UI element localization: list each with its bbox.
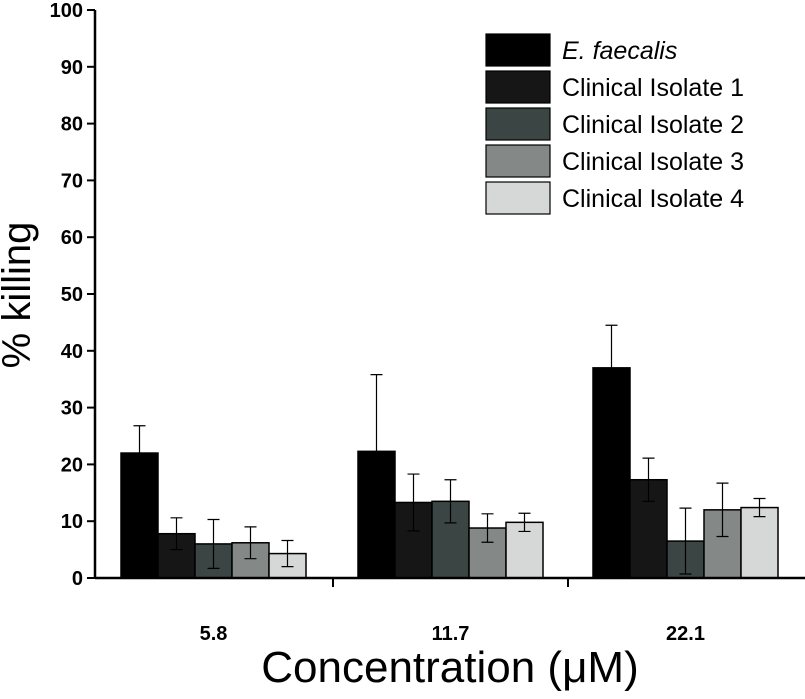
error-bar: [481, 513, 494, 543]
y-tick-label: 70: [61, 170, 83, 192]
y-tick-label: 100: [50, 0, 83, 22]
error-bar: [444, 479, 457, 524]
y-tick-label: 20: [61, 454, 83, 476]
legend-swatch: [485, 107, 551, 141]
legend-label: Clinical Isolate 4: [562, 185, 744, 213]
error-bar: [518, 512, 531, 533]
legend-label: Clinical Isolate 2: [562, 111, 744, 139]
x-ticks: 5.8 11.7 22.1: [200, 578, 705, 645]
error-bars-layer: [133, 324, 766, 575]
error-bar: [679, 507, 692, 575]
error-bar: [605, 324, 618, 412]
y-tick-label: 0: [72, 568, 83, 590]
error-bar: [716, 482, 729, 538]
y-ticks: 0 10 20 30 40 50 60 70 80 90 100: [50, 0, 95, 590]
error-bar: [370, 374, 383, 529]
legend-swatch: [485, 70, 551, 104]
legend-swatch: [485, 33, 551, 67]
legend-label: Clinical Isolate 1: [562, 74, 744, 102]
y-tick-label: 80: [61, 114, 83, 136]
error-bar: [133, 425, 146, 481]
legend-label: E. faecalis: [562, 37, 677, 65]
bars-layer: [120, 367, 779, 579]
error-bar: [753, 497, 766, 518]
y-tick-label: 30: [61, 398, 83, 420]
legend-label: Clinical Isolate 3: [562, 148, 744, 176]
legend: E. faecalis Clinical Isolate 1 Clinical Is…: [485, 33, 744, 215]
error-bar: [244, 526, 257, 560]
y-axis-title: % killing: [0, 222, 39, 369]
error-bar: [207, 518, 220, 569]
legend-swatch: [485, 181, 551, 215]
y-tick-label: 50: [61, 284, 83, 306]
y-tick-label: 60: [61, 227, 83, 249]
y-tick-label: 40: [61, 341, 83, 363]
x-tick-label: 22.1: [666, 623, 705, 645]
y-tick-label: 90: [61, 57, 83, 79]
y-tick-label: 10: [61, 511, 83, 533]
error-bar: [281, 539, 294, 568]
bar: [740, 506, 779, 579]
x-tick-label: 5.8: [200, 623, 228, 645]
x-tick-label: 11.7: [432, 623, 470, 645]
error-bar: [407, 473, 420, 532]
error-bar: [170, 517, 183, 551]
legend-swatch: [485, 144, 551, 178]
error-bar: [642, 457, 655, 502]
x-axis-title: Concentration (μM): [261, 643, 638, 692]
